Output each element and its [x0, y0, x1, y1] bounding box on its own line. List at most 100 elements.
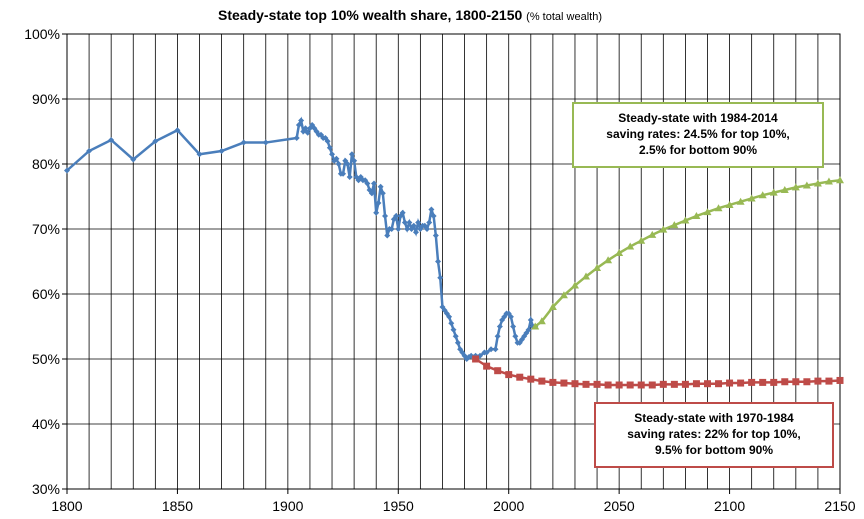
point [152, 138, 159, 145]
point [769, 188, 778, 196]
point [423, 226, 430, 232]
point [364, 180, 371, 187]
point [571, 380, 579, 388]
point [406, 219, 413, 226]
title-subtitle: (% total wealth) [526, 11, 602, 23]
point [549, 378, 557, 386]
point [836, 176, 844, 184]
point [659, 225, 668, 233]
x-tick-label: 1850 [162, 498, 193, 514]
point [531, 322, 540, 330]
point [326, 144, 333, 151]
series-line [474, 357, 841, 387]
point [626, 381, 634, 389]
point [375, 200, 382, 206]
point [382, 213, 389, 219]
point [483, 362, 491, 370]
point [813, 179, 822, 187]
point [725, 200, 734, 208]
point [781, 378, 789, 386]
x-tick-label: 2000 [493, 498, 524, 514]
point [792, 378, 800, 386]
point [538, 377, 546, 385]
point [262, 139, 269, 146]
point [404, 226, 411, 232]
point [537, 317, 546, 325]
point [615, 381, 623, 389]
chart-title: Steady-state top 10% wealth share, 1800-… [218, 7, 602, 23]
point [196, 151, 203, 158]
point [379, 190, 386, 197]
point [351, 157, 358, 164]
point [435, 258, 442, 265]
point [454, 339, 461, 346]
point [108, 136, 115, 143]
point [302, 125, 309, 132]
point [670, 380, 678, 388]
point [426, 219, 433, 226]
point [507, 313, 514, 320]
y-tick-label: 100% [24, 26, 60, 42]
point [692, 212, 701, 219]
point [637, 381, 645, 389]
point [452, 333, 459, 340]
point [593, 264, 602, 271]
point [333, 155, 340, 162]
point [384, 232, 391, 239]
point [604, 381, 612, 389]
point [791, 183, 800, 191]
point [344, 161, 351, 167]
point [836, 376, 844, 384]
point [715, 380, 723, 388]
x-tick-label: 2150 [824, 498, 855, 514]
point [737, 379, 745, 387]
point [432, 232, 439, 239]
point [527, 375, 535, 383]
point [824, 177, 833, 185]
annotation-box [594, 402, 834, 468]
point [373, 209, 380, 216]
annotation-text: saving rates: 24.5% for top 10%, [606, 127, 789, 141]
point [446, 313, 453, 320]
point [492, 346, 499, 353]
annotation-text: saving rates: 22% for top 10%, [627, 427, 800, 441]
y-tick-label: 70% [32, 221, 60, 237]
point [703, 380, 711, 388]
point [496, 323, 503, 330]
point [218, 148, 225, 154]
annotation-text: Steady-state with 1984-2014 [618, 111, 778, 125]
point [814, 377, 822, 385]
point [494, 333, 501, 340]
point [637, 236, 646, 244]
point [240, 139, 247, 146]
series-line [66, 116, 536, 361]
point [304, 129, 311, 136]
annotation-text: 9.5% for bottom 90% [655, 443, 773, 457]
point [450, 326, 457, 333]
annotation-text: Steady-state with 1970-1984 [634, 411, 794, 425]
point [770, 378, 778, 386]
point [736, 197, 745, 205]
point [759, 378, 767, 386]
point [525, 326, 532, 333]
point [527, 317, 534, 323]
point [448, 320, 455, 327]
title-main: Steady-state top 10% wealth share, 1800-… [218, 7, 522, 23]
point [377, 183, 384, 190]
point [681, 380, 689, 388]
point [659, 380, 667, 388]
point [329, 151, 336, 158]
point [483, 349, 490, 356]
point [780, 186, 789, 193]
point [559, 291, 568, 299]
point [395, 226, 402, 232]
point [412, 229, 419, 236]
point [437, 274, 444, 281]
point [748, 378, 756, 386]
y-tick-label: 80% [32, 156, 60, 172]
point [512, 333, 519, 340]
y-tick-label: 90% [32, 91, 60, 107]
plot-border [66, 33, 841, 490]
point [726, 379, 734, 387]
